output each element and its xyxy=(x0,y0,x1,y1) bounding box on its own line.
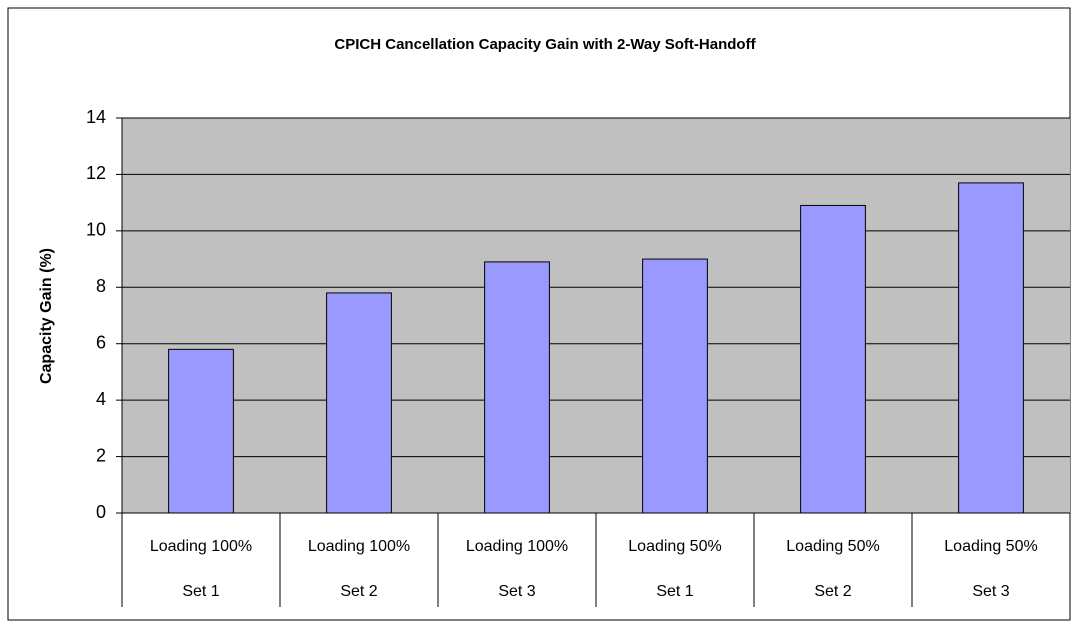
y-tick-label: 14 xyxy=(86,107,106,127)
x-tick-label: Loading 100% xyxy=(150,538,252,555)
y-tick-label: 0 xyxy=(96,502,106,522)
plot-area xyxy=(122,118,1070,513)
x-group-label: Set 3 xyxy=(498,583,535,600)
y-tick-label: 2 xyxy=(96,445,106,465)
bar xyxy=(484,261,550,514)
y-tick-label: 12 xyxy=(86,163,106,183)
bar xyxy=(800,204,866,514)
y-tick-label: 8 xyxy=(96,276,106,296)
x-tick-label: Loading 50% xyxy=(628,538,721,555)
x-group-label: Set 1 xyxy=(656,583,693,600)
x-tick-label: Loading 50% xyxy=(786,538,879,555)
bar xyxy=(326,292,392,514)
x-group-label: Set 2 xyxy=(340,583,377,600)
y-tick-label: 10 xyxy=(86,220,106,240)
x-tick-label: Loading 100% xyxy=(308,538,410,555)
bar xyxy=(642,258,708,514)
x-group-label: Set 3 xyxy=(972,583,1009,600)
x-group-label: Set 1 xyxy=(182,583,219,600)
y-tick-label: 4 xyxy=(96,389,106,409)
bar xyxy=(958,182,1024,514)
x-group-label: Set 2 xyxy=(814,583,851,600)
x-tick-label: Loading 50% xyxy=(944,538,1037,555)
x-tick-label: Loading 100% xyxy=(466,538,568,555)
bar xyxy=(168,348,234,514)
y-tick-label: 6 xyxy=(96,332,106,352)
y-axis-label: Capacity Gain (%) xyxy=(38,248,55,384)
chart-title: CPICH Cancellation Capacity Gain with 2-… xyxy=(334,36,756,53)
